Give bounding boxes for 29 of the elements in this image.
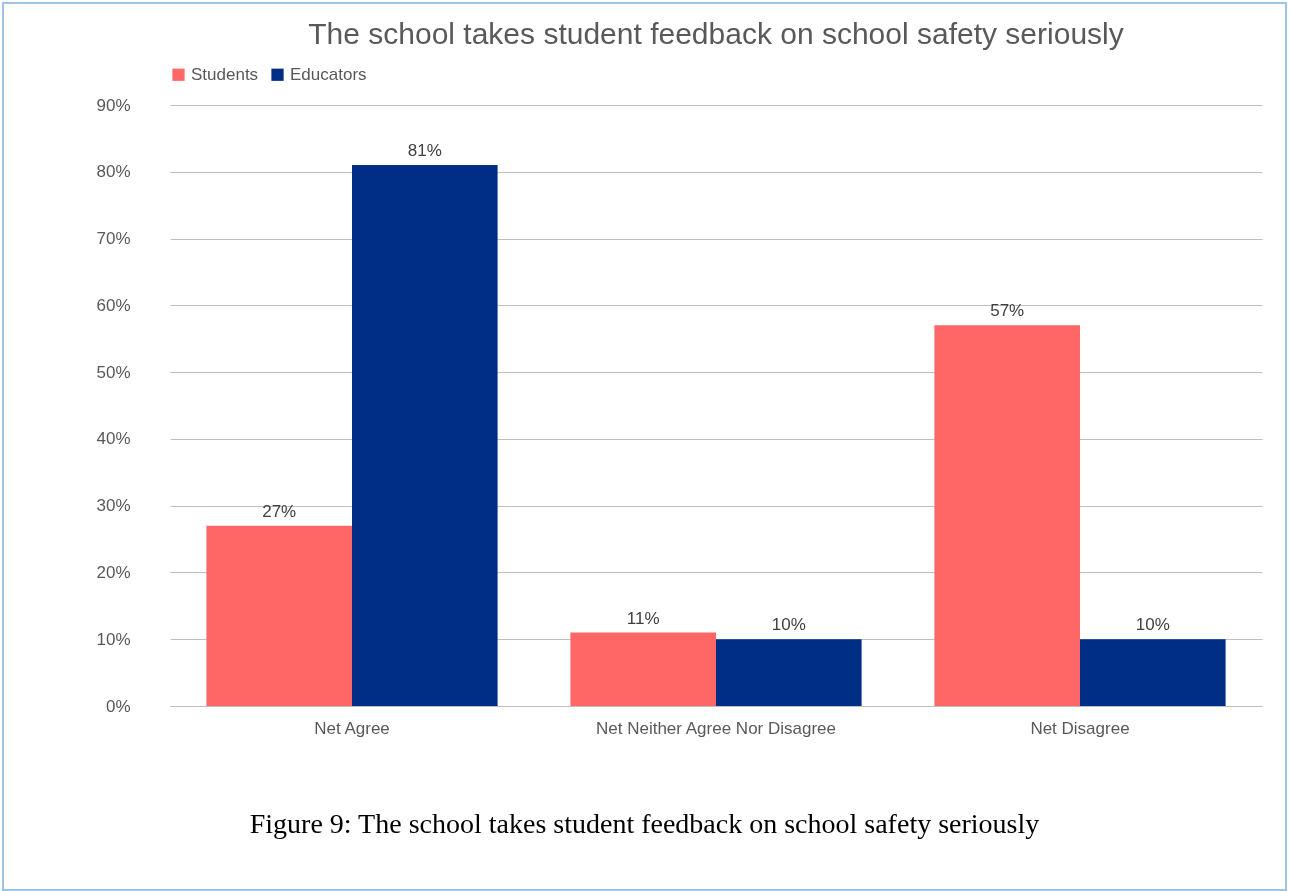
data-label: 11%	[626, 608, 660, 628]
data-label: 81%	[407, 141, 442, 161]
legend-label: Educators	[290, 64, 367, 84]
x-tick-label: Net Agree	[314, 718, 390, 738]
y-tick-label: 60%	[96, 295, 131, 315]
bar	[716, 639, 862, 706]
data-label: 57%	[990, 301, 1025, 321]
legend-label: Students	[191, 64, 259, 84]
bar	[934, 325, 1080, 706]
x-tick-label: Net Neither Agree Nor Disagree	[595, 718, 837, 738]
bar	[206, 525, 352, 706]
y-tick-label: 90%	[96, 95, 131, 115]
y-tick-label: 20%	[96, 562, 131, 582]
x-tick-label: Net Disagree	[1030, 718, 1130, 738]
y-tick-label: 10%	[96, 629, 131, 649]
y-tick-label: 0%	[105, 696, 131, 716]
y-tick-label: 40%	[96, 429, 131, 449]
data-label: 10%	[1135, 615, 1170, 635]
chart-title: The school takes student feedback on school safety seriously	[308, 17, 1124, 50]
data-label: 10%	[771, 615, 806, 635]
bar	[352, 165, 498, 706]
bar	[570, 632, 716, 706]
bar	[1080, 639, 1226, 706]
data-label: 27%	[262, 501, 297, 521]
y-tick-label: 30%	[96, 496, 131, 516]
caption: Figure 9: The school takes student feedback on school safety seriously	[248, 808, 1041, 840]
y-tick-label: 70%	[96, 229, 131, 249]
y-tick-label: 80%	[96, 162, 131, 182]
y-tick-label: 50%	[96, 362, 131, 382]
